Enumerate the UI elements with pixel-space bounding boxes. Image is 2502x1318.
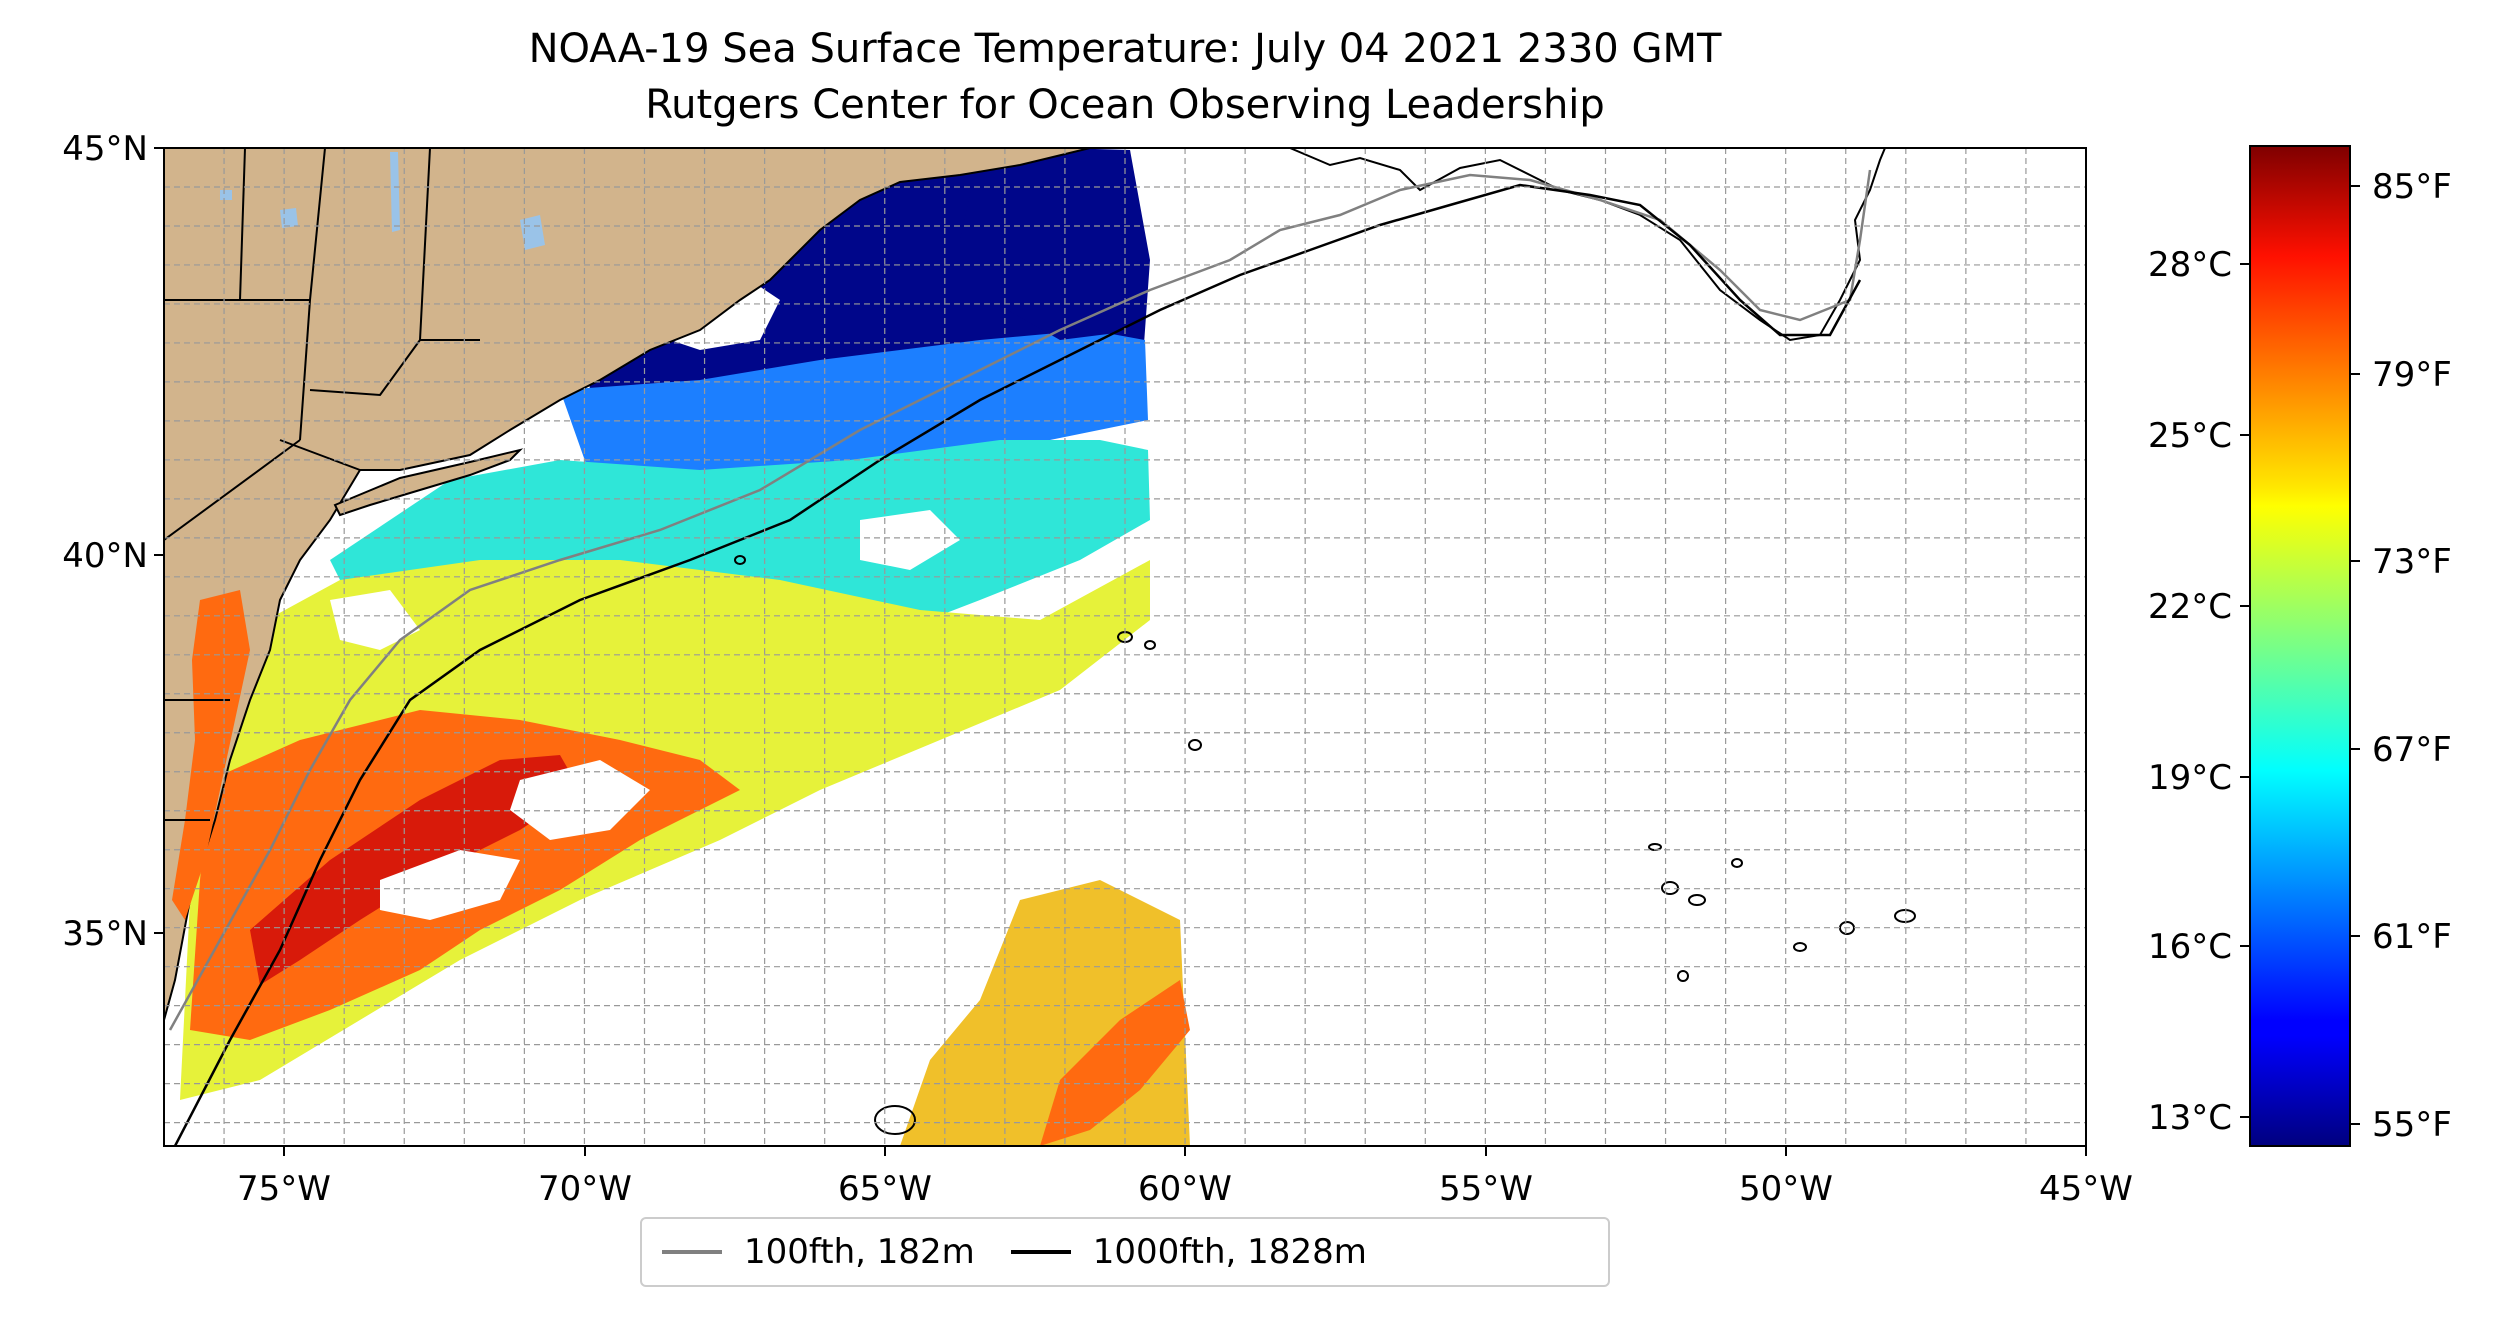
map-title: NOAA-19 Sea Surface Temperature: July 04… <box>528 26 1722 72</box>
chesapeake-bay <box>172 590 250 920</box>
colorbar-c-28: 28°C <box>2148 245 2232 285</box>
land-northeast <box>164 148 1091 1021</box>
isobath-1000fth <box>173 183 1862 1146</box>
state-borders <box>164 148 480 821</box>
map-content <box>164 148 2086 1146</box>
lake-champlain <box>390 152 400 232</box>
legend-label-100fth: 100fth, 182m <box>744 1232 975 1272</box>
lon-tick-75w: 75°W <box>237 1169 331 1209</box>
long-island <box>333 448 524 517</box>
colorbar-f-55: 55°F <box>2372 1105 2452 1145</box>
colorbar-c-13: 13°C <box>2148 1098 2232 1138</box>
sst-south-hot <box>1040 980 1190 1146</box>
map-subtitle: Rutgers Center for Ocean Observing Leade… <box>645 82 1605 128</box>
lat-tick-40: 40°N <box>62 536 148 576</box>
lon-tick-60w: 60°W <box>1138 1169 1232 1209</box>
colorbar-f-79: 79°F <box>2372 355 2452 395</box>
cloud-gap <box>380 850 520 920</box>
lon-axis: 75°W 70°W 65°W 60°W 55°W 50°W 45°W <box>237 1146 2133 1209</box>
colorbar-c-19: 19°C <box>2148 758 2232 798</box>
legend-line-1000fth <box>1010 1250 1071 1254</box>
lat-tick-45: 45°N <box>62 129 148 169</box>
lat-tick-35: 35°N <box>62 914 148 954</box>
map-frame <box>163 147 2087 1147</box>
cloud-gap <box>330 590 420 650</box>
colorbar-celsius-ticks <box>2240 263 2250 1118</box>
colorbar-fahrenheit-ticks <box>2350 185 2360 1125</box>
colorbar-c-16: 16°C <box>2148 927 2232 967</box>
legend-item-1000fth: 1000fth, 1828m <box>1010 1232 1367 1272</box>
lon-tick-45w: 45°W <box>2039 1169 2133 1209</box>
cloud-gap <box>860 510 960 570</box>
cloud-gap <box>510 760 650 840</box>
land <box>164 148 1091 1021</box>
nova-scotia-coastline <box>1289 148 1886 342</box>
colorbar-f-61: 61°F <box>2372 917 2452 957</box>
colorbar-c-22: 22°C <box>2148 587 2232 627</box>
lake <box>520 215 545 250</box>
lake <box>280 208 298 228</box>
isobath-100fth <box>168 169 1872 1031</box>
colorbar-f-85: 85°F <box>2372 167 2452 207</box>
map-legend: 100fth, 182m 1000fth, 1828m <box>640 1217 1610 1287</box>
colorbar-f-67: 67°F <box>2372 730 2452 770</box>
colorbar-c-25: 25°C <box>2148 416 2232 456</box>
lon-tick-55w: 55°W <box>1439 1169 1533 1209</box>
legend-line-100fth <box>662 1250 722 1254</box>
sst-swath <box>164 148 1190 1146</box>
map-gridlines <box>164 148 2086 1146</box>
lon-tick-50w: 50°W <box>1739 1169 1833 1209</box>
legend-label-1000fth: 1000fth, 1828m <box>1092 1232 1367 1272</box>
lon-tick-70w: 70°W <box>538 1169 632 1209</box>
lon-tick-65w: 65°W <box>838 1169 932 1209</box>
colorbar: 13°C 16°C 19°C 22°C 25°C 28°C 55°F 61°F … <box>2148 145 2452 1147</box>
colorbar-gradient <box>2249 145 2351 1147</box>
lake <box>220 190 232 200</box>
colorbar-f-73: 73°F <box>2372 542 2452 582</box>
lat-axis: 35°N 40°N 45°N <box>62 129 164 954</box>
legend-item-100fth: 100fth, 182m <box>662 1232 975 1272</box>
